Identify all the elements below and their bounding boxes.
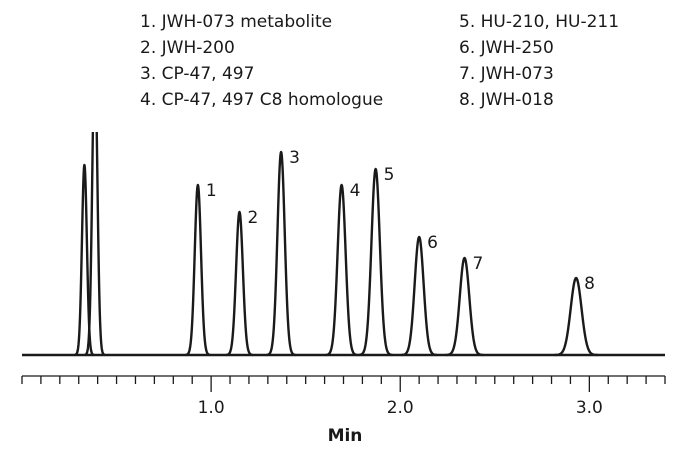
legend-entry: 7. JWH-073 — [459, 64, 554, 84]
legend-entry: 3. CP-47, 497 — [140, 64, 254, 84]
peak — [553, 276, 599, 357]
legend-entry: 2. JWH-200 — [140, 38, 235, 58]
peak-label: 3 — [289, 148, 300, 168]
legend-entry: 8. JWH-018 — [459, 90, 554, 110]
peak-label: 6 — [427, 233, 438, 253]
peak — [400, 235, 438, 357]
peak-label: 4 — [350, 181, 361, 201]
peak — [444, 256, 485, 357]
legend-entry: 6. JWH-250 — [459, 38, 554, 58]
x-axis-label: Min — [328, 426, 363, 446]
trace-area — [22, 132, 665, 357]
peak-label: 2 — [247, 208, 258, 228]
peak — [73, 163, 96, 357]
peak — [358, 167, 394, 357]
peak-label: 8 — [584, 274, 595, 294]
peak — [225, 210, 254, 357]
x-tick-label: 3.0 — [576, 398, 603, 418]
peak-label: 7 — [473, 254, 484, 274]
legend: 1. JWH-073 metabolite 2. JWH-200 3. CP-47,… — [140, 12, 619, 110]
peak — [265, 150, 297, 357]
peak-label: 5 — [384, 165, 395, 185]
legend-entry: 4. CP-47, 497 C8 homologue — [140, 90, 383, 110]
legend-entry: 1. JWH-073 metabolite — [140, 12, 332, 32]
peak — [83, 132, 106, 357]
x-tick-label: 2.0 — [387, 398, 414, 418]
peak — [184, 183, 212, 357]
x-tick-label: 1.0 — [198, 398, 225, 418]
peak-label: 1 — [206, 181, 217, 201]
peak — [324, 183, 359, 357]
legend-entry: 5. HU-210, HU-211 — [459, 12, 619, 32]
